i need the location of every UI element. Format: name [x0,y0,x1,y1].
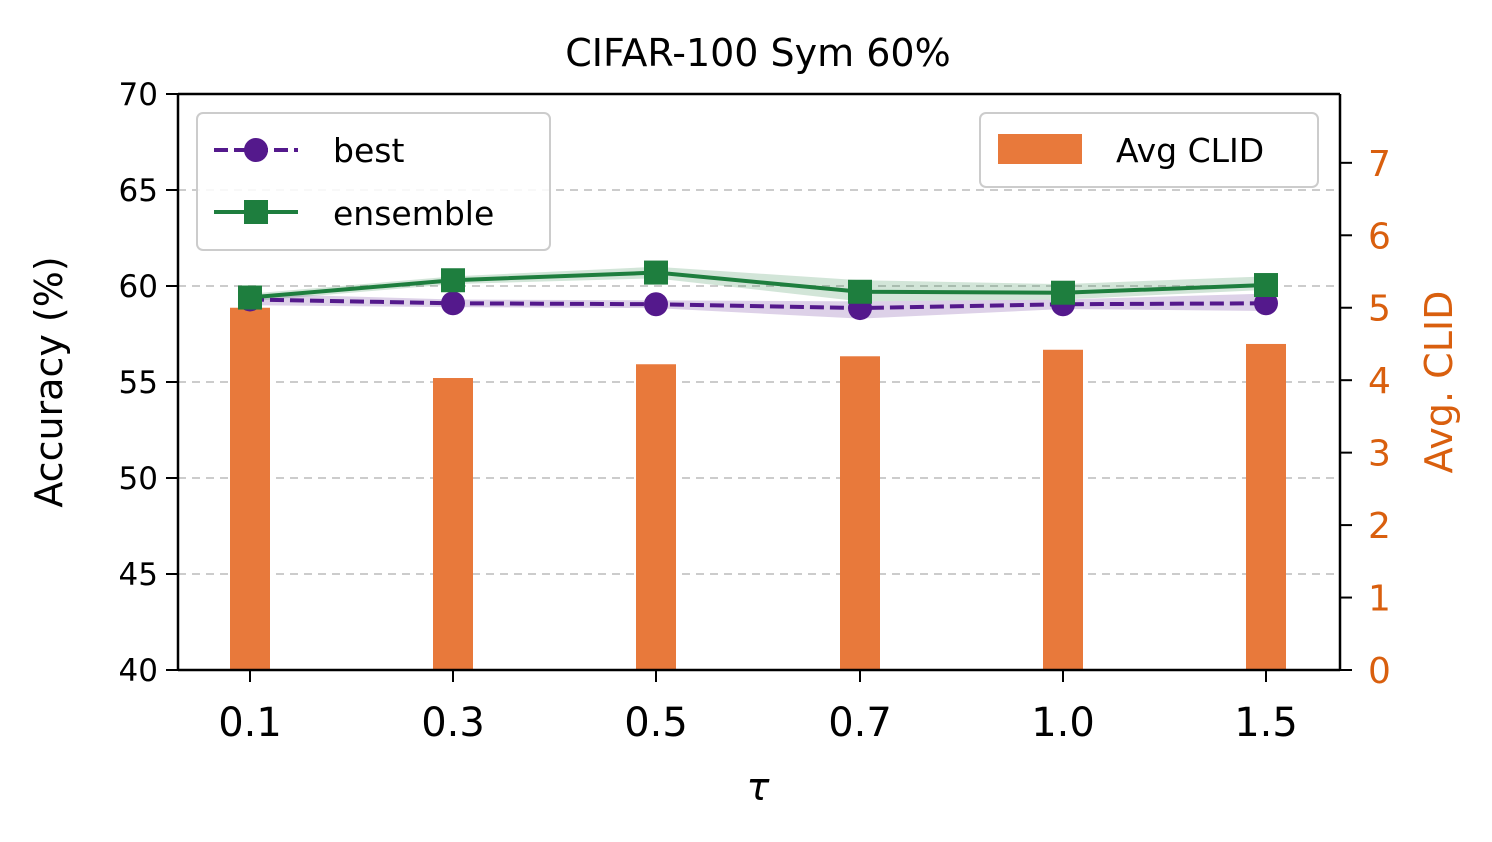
y-tick-label: 40 [119,653,158,689]
y2-tick-label: 5 [1368,289,1391,330]
point-best-0.5 [644,292,668,317]
legend-best-label: best [333,131,404,170]
y2-tick-label: 7 [1368,144,1391,185]
point-best-0.3 [441,291,465,316]
point-best-1.5 [1254,291,1278,316]
legend-avg-clid-swatch [998,134,1082,164]
point-ensemble-0.3 [441,268,465,293]
y-tick-label: 60 [119,269,158,305]
point-ensemble-1.5 [1254,273,1278,298]
y2-tick-label: 1 [1368,579,1391,620]
x-tick-label: 1.5 [1234,700,1298,746]
x-tick-label: 1.0 [1031,700,1095,746]
x-tick-label: 0.5 [624,700,688,746]
y-tick-label: 65 [119,173,158,209]
y-axis-label: Accuracy (%) [27,256,71,507]
y2-axis-label: Avg. CLID [1417,291,1461,474]
point-ensemble-0.7 [848,279,872,304]
bar-avg-clid-0.5 [636,364,676,670]
y2-tick-label: 3 [1368,434,1391,475]
legend-bars: Avg CLID [979,112,1319,188]
y-tick-label: 50 [119,461,158,497]
x-tick-label: 0.3 [421,700,485,746]
y2-tick-label: 0 [1368,651,1391,692]
y2-tick-label: 4 [1368,361,1391,402]
y2-tick-label: 6 [1368,216,1391,257]
x-tick-label: 0.7 [828,700,892,746]
bar-avg-clid-1.5 [1246,343,1286,670]
y2-tick-label: 2 [1368,506,1391,547]
bar-avg-clid-0.7 [840,356,880,670]
point-ensemble-1.0 [1051,280,1075,305]
x-tick-label: 0.1 [218,700,282,746]
legend-avg-clid-label: Avg CLID [1116,131,1264,170]
lines-group [238,260,1278,321]
bars-group [230,307,1286,670]
legend-ensemble-label: ensemble [333,194,494,233]
chart-title: CIFAR-100 Sym 60% [565,31,950,75]
point-ensemble-0.5 [644,260,668,285]
bar-avg-clid-0.3 [433,378,473,670]
legend-box [979,112,1319,188]
y-tick-label: 45 [119,557,158,593]
legend-lines: best ensemble [196,112,551,251]
legend-ensemble-marker [244,200,268,224]
bar-avg-clid-1.0 [1043,349,1083,670]
point-ensemble-0.1 [238,285,262,310]
legend-box [196,112,551,251]
x-axis-label: τ [747,765,771,809]
y-tick-label: 55 [119,365,158,401]
line-ensemble [249,270,1267,300]
bar-avg-clid-0.1 [230,307,270,670]
line-best [249,297,1267,311]
y-tick-label: 70 [119,77,158,113]
legend-best-marker [244,138,268,162]
